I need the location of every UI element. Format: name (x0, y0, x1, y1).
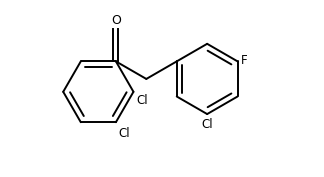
Text: O: O (111, 14, 121, 27)
Text: Cl: Cl (118, 127, 130, 140)
Text: F: F (241, 54, 248, 67)
Text: Cl: Cl (201, 118, 213, 132)
Text: Cl: Cl (137, 94, 148, 107)
